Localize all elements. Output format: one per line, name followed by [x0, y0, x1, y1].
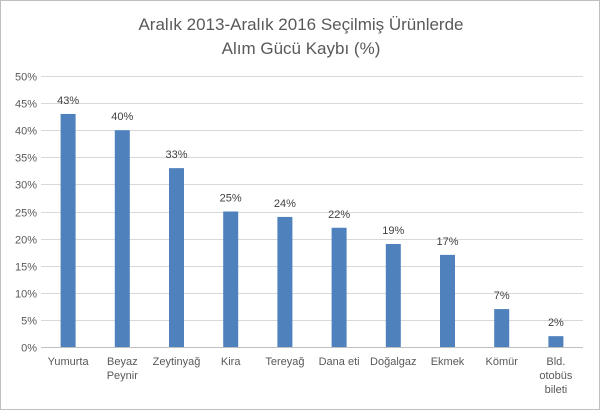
bar [385, 244, 401, 347]
y-tick-label: 35% [15, 153, 37, 165]
x-category-label-line: Bld. [546, 356, 565, 368]
bar [60, 113, 76, 347]
y-tick-label: 0% [21, 343, 37, 355]
bar [277, 216, 293, 347]
y-tick-label: 10% [15, 289, 37, 301]
x-category-label-line: bileti [545, 384, 568, 396]
y-tick-label: 45% [15, 99, 37, 111]
data-label: 25% [220, 193, 242, 205]
data-label: 33% [165, 149, 187, 161]
x-category-label: Beyaz Peynir [107, 356, 139, 382]
x-category-label: Doğalgaz [370, 356, 416, 368]
chart-title-line-2: Alım Gücü Kaybı (%) [221, 39, 381, 58]
x-category-label: Dana eti [319, 356, 360, 368]
x-category-label-line: Yumurta [48, 356, 90, 368]
x-category-label-line: Ekmek [431, 356, 465, 368]
x-category-label-line: Zeytinyağ [153, 356, 201, 368]
y-tick-label: 30% [15, 180, 37, 192]
chart-title: Aralık 2013-Aralık 2016 Seçilmiş Ürünler… [1, 13, 600, 61]
x-category-label: Kira [221, 356, 241, 368]
x-category-label: Tereyağ [265, 356, 304, 368]
data-label: 40% [111, 111, 133, 123]
data-label: 24% [274, 198, 296, 210]
chart-title-line-1: Aralık 2013-Aralık 2016 Seçilmiş Ürünler… [138, 15, 464, 34]
bar [440, 254, 455, 347]
x-category-label-line: Peynir [107, 370, 139, 382]
x-category-label-line: Doğalgaz [370, 356, 416, 368]
x-category-label-line: otobüs [539, 370, 573, 382]
y-tick-label: 20% [15, 235, 37, 247]
x-category-label-line: Kira [221, 356, 241, 368]
y-tick-label: 15% [15, 262, 37, 274]
x-category-label: Ekmek [431, 356, 465, 368]
data-label: 19% [382, 225, 404, 237]
x-category-label-line: Kömür [485, 356, 518, 368]
y-tick-label: 50% [15, 72, 37, 84]
bar [331, 227, 347, 347]
bar [548, 336, 564, 347]
x-category-label: Yumurta [48, 356, 90, 368]
y-tick-label: 25% [15, 208, 37, 220]
bar [114, 130, 130, 347]
data-label: 7% [494, 290, 510, 302]
x-category-label: Bld. otobüs bileti [539, 356, 573, 396]
x-category-label-line: Dana eti [319, 356, 360, 368]
data-label: 22% [328, 209, 350, 221]
x-category-label: Zeytinyağ [153, 356, 201, 368]
data-label: 43% [57, 95, 79, 107]
x-category-label-line: Beyaz [107, 356, 138, 368]
data-label: 17% [436, 236, 458, 248]
x-category-label-line: Tereyağ [265, 356, 304, 368]
y-tick-label: 5% [21, 316, 37, 328]
bar [223, 211, 239, 347]
y-tick-label: 40% [15, 126, 37, 138]
x-category-label: Kömür [485, 356, 518, 368]
bar [494, 309, 510, 347]
data-label: 2% [548, 317, 564, 329]
bar [169, 168, 184, 347]
